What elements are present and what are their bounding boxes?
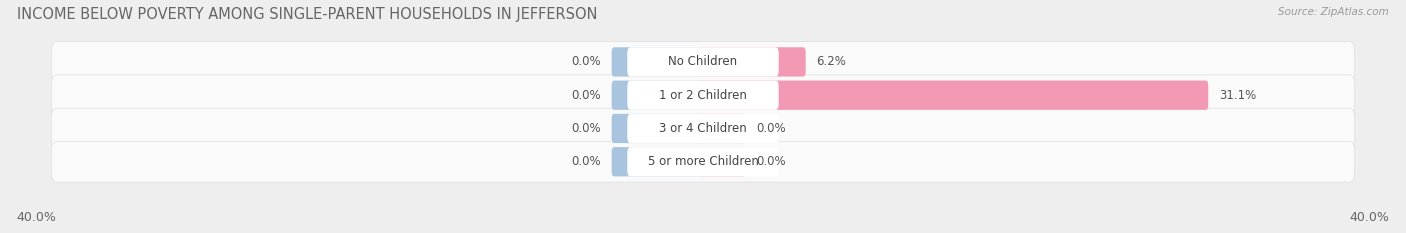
FancyBboxPatch shape [612, 114, 706, 143]
FancyBboxPatch shape [612, 81, 706, 110]
FancyBboxPatch shape [700, 47, 806, 77]
Text: 5 or more Children: 5 or more Children [648, 155, 758, 168]
Text: 3 or 4 Children: 3 or 4 Children [659, 122, 747, 135]
FancyBboxPatch shape [700, 147, 745, 176]
Text: No Children: No Children [668, 55, 738, 69]
Text: 6.2%: 6.2% [815, 55, 846, 69]
Text: INCOME BELOW POVERTY AMONG SINGLE-PARENT HOUSEHOLDS IN JEFFERSON: INCOME BELOW POVERTY AMONG SINGLE-PARENT… [17, 7, 598, 22]
Text: 40.0%: 40.0% [1350, 211, 1389, 224]
FancyBboxPatch shape [627, 47, 779, 77]
Text: 0.0%: 0.0% [756, 155, 786, 168]
Text: 0.0%: 0.0% [571, 122, 602, 135]
FancyBboxPatch shape [627, 114, 779, 143]
Text: Source: ZipAtlas.com: Source: ZipAtlas.com [1278, 7, 1389, 17]
FancyBboxPatch shape [700, 114, 745, 143]
FancyBboxPatch shape [52, 141, 1354, 182]
FancyBboxPatch shape [700, 81, 1208, 110]
Text: 0.0%: 0.0% [571, 55, 602, 69]
FancyBboxPatch shape [52, 108, 1354, 149]
FancyBboxPatch shape [52, 75, 1354, 116]
Text: 0.0%: 0.0% [571, 155, 602, 168]
FancyBboxPatch shape [612, 47, 706, 77]
Legend: Single Father, Single Mother: Single Father, Single Mother [593, 230, 813, 233]
FancyBboxPatch shape [627, 81, 779, 110]
Text: 1 or 2 Children: 1 or 2 Children [659, 89, 747, 102]
FancyBboxPatch shape [627, 147, 779, 176]
FancyBboxPatch shape [612, 147, 706, 176]
Text: 0.0%: 0.0% [756, 122, 786, 135]
Text: 40.0%: 40.0% [17, 211, 56, 224]
Text: 0.0%: 0.0% [571, 89, 602, 102]
Text: 31.1%: 31.1% [1219, 89, 1256, 102]
FancyBboxPatch shape [52, 42, 1354, 82]
